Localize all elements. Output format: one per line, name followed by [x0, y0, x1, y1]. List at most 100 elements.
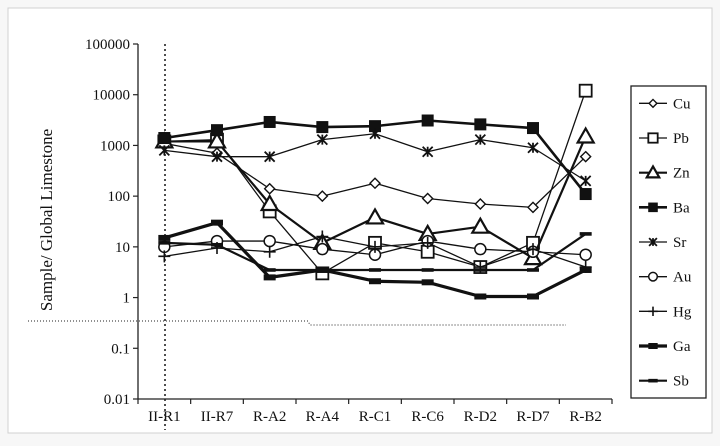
legend-label: Ga	[673, 339, 691, 355]
data-point	[316, 121, 329, 134]
chart-area-background	[7, 7, 713, 434]
data-point	[421, 279, 434, 286]
data-point	[369, 240, 381, 253]
data-point	[527, 122, 539, 135]
series-layer	[154, 83, 596, 300]
legend-label: Ba	[673, 200, 690, 216]
data-point	[474, 268, 487, 272]
data-point	[527, 201, 539, 214]
data-point	[527, 268, 539, 272]
data-point	[369, 177, 381, 190]
data-point	[422, 146, 434, 158]
data-point	[369, 268, 381, 272]
data-point	[421, 236, 434, 249]
y-tick-label: 100000	[85, 37, 130, 53]
y-tick-label: 10000	[93, 88, 131, 104]
data-point	[316, 230, 329, 243]
data-point	[579, 266, 592, 273]
legend-label: Zn	[673, 166, 690, 182]
data-point	[474, 242, 487, 256]
data-point	[316, 268, 329, 272]
data-point	[578, 83, 593, 98]
data-point	[474, 134, 486, 146]
data-point	[158, 250, 171, 263]
data-point	[470, 216, 491, 234]
y-tick-label: 1	[123, 291, 131, 307]
data-point	[316, 242, 329, 256]
legend-label: Cu	[673, 96, 691, 112]
x-tick-label: R-C6	[411, 409, 444, 425]
data-point	[158, 234, 171, 241]
data-point	[648, 306, 658, 317]
series-sr	[158, 128, 592, 187]
data-point	[580, 175, 592, 187]
data-point	[263, 234, 276, 248]
data-point	[647, 271, 659, 282]
x-tick-label: R-A2	[253, 409, 286, 425]
data-point	[579, 248, 592, 261]
x-tick-label: R-A4	[306, 409, 340, 425]
data-point	[365, 207, 385, 225]
legend-entry-ba: Ba	[639, 200, 690, 216]
data-point	[648, 343, 658, 349]
legend-label: Pb	[673, 131, 689, 147]
data-point	[369, 128, 381, 140]
data-point	[207, 131, 227, 149]
data-point	[263, 245, 276, 258]
data-point	[648, 98, 658, 109]
data-point	[648, 237, 658, 247]
horizontal-dotted-line	[28, 320, 566, 326]
legend-label: Sb	[673, 374, 689, 390]
data-point	[263, 182, 276, 195]
data-point	[648, 378, 658, 383]
data-point	[211, 124, 223, 137]
data-point	[421, 192, 434, 205]
legend-entry-hg: Hg	[639, 304, 692, 320]
data-point	[527, 243, 539, 256]
x-tick-label: R-D7	[516, 409, 550, 425]
data-point	[316, 190, 329, 203]
x-tick-label: R-B2	[569, 409, 602, 425]
legend-entry-au: Au	[639, 270, 692, 286]
data-point	[644, 164, 662, 179]
legend-entry-pb: Pb	[639, 131, 689, 147]
data-point	[474, 118, 487, 131]
data-point	[263, 115, 276, 128]
data-point	[158, 132, 171, 145]
legend-entry-sb: Sb	[639, 374, 689, 390]
data-point	[647, 132, 659, 144]
legend-label: Au	[673, 270, 692, 286]
legend-label: Hg	[673, 304, 692, 320]
data-point	[579, 188, 592, 201]
data-point	[316, 134, 328, 146]
series-ba	[158, 114, 592, 201]
data-point	[474, 293, 487, 300]
legend-entry-cu: Cu	[639, 96, 691, 112]
legend-entry-ga: Ga	[639, 339, 691, 355]
axes: 100000 10000 1000 100 10 1 0.1 0.01 II-R1 II-R7 R-…	[28, 37, 613, 430]
y-tick-label: 100	[108, 189, 131, 205]
data-point	[211, 242, 223, 247]
data-point	[211, 151, 223, 163]
data-point	[421, 114, 434, 127]
data-point	[369, 278, 381, 285]
data-point	[474, 198, 487, 210]
y-axis-label: Sample/ Global Limestone	[37, 129, 56, 311]
data-point	[527, 293, 539, 300]
data-point	[211, 219, 223, 226]
legend-entry-sr: Sr	[639, 235, 686, 251]
data-point	[579, 150, 592, 163]
data-point	[158, 144, 170, 156]
data-point	[527, 142, 539, 154]
x-tick-label: R-D2	[464, 409, 497, 425]
x-tick-label: R-C1	[359, 409, 392, 425]
data-point	[264, 151, 276, 163]
legend-label: Sr	[673, 235, 686, 251]
legend-entry-zn: Zn	[639, 164, 690, 182]
legend: Cu Pb Zn Ba Sr Au Hg Ga Sb	[630, 85, 707, 399]
data-point	[575, 126, 596, 144]
data-point	[158, 241, 171, 245]
series-sb	[158, 232, 592, 272]
